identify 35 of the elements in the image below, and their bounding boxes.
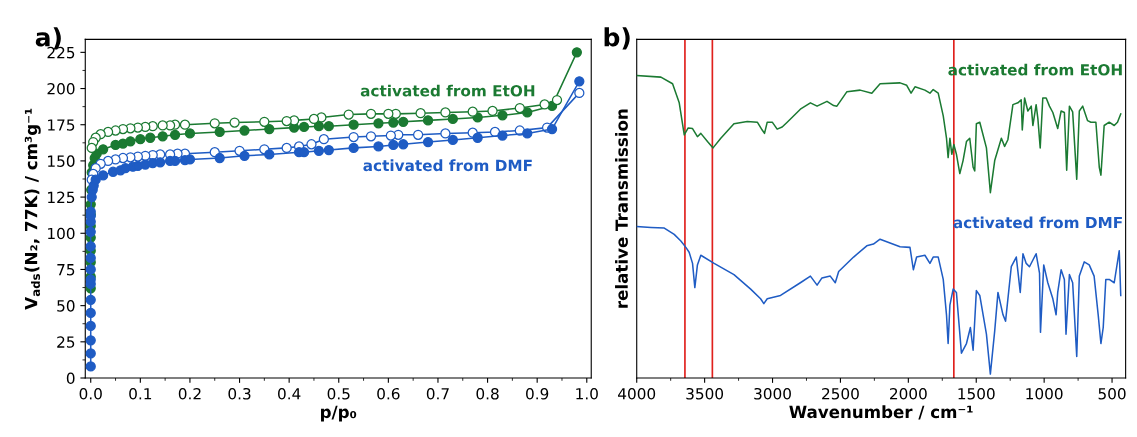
y-tick-label: 25 (57, 336, 75, 348)
y-tick-label: 100 (48, 227, 75, 240)
y-tick-label: 200 (47, 83, 75, 95)
x-tick-label: 4000 (618, 388, 656, 400)
x-axis-title: Wavenumber / cm⁻¹ (789, 405, 973, 420)
x-tick-label: 3000 (754, 388, 791, 400)
y-tick-label: 125 (48, 191, 75, 204)
x-tick-label: 2500 (822, 388, 859, 400)
x-tick-label: 2000 (890, 388, 927, 400)
y-tick-label: 150 (48, 155, 75, 167)
chart-title: b) (604, 27, 630, 50)
y-tick-label: 175 (48, 119, 75, 131)
x-tick-label: 0.8 (476, 388, 499, 400)
x-tick-label: 0.4 (278, 388, 301, 400)
x-tick-label: 500 (1098, 388, 1126, 400)
x-tick-label: 3500 (686, 388, 724, 400)
series-label: activated from DMF (363, 159, 532, 172)
x-tick-label: 0.6 (377, 388, 400, 400)
x-tick-label: 0.7 (426, 388, 449, 400)
x-tick-label: 0.0 (79, 388, 102, 400)
x-tick-label: 1.0 (576, 388, 598, 400)
y-tick-label: 0 (66, 372, 75, 385)
series-label: activated from EtOH (360, 84, 535, 97)
x-tick-label: 1500 (958, 388, 995, 400)
x-tick-label: 0.2 (178, 388, 201, 400)
x-tick-label: 1000 (1026, 388, 1063, 400)
x-tick-label: 0.1 (129, 388, 152, 400)
x-tick-label: 0.9 (526, 388, 549, 400)
y-tick-label: 50 (57, 300, 75, 312)
y-axis-title: relative Transmission (615, 109, 628, 308)
x-axis-title: p/p₀ (321, 405, 357, 422)
x-tick-label: 0.3 (228, 388, 251, 400)
y-axis-title: V$_{ads}$(N₂, 77K) / cm³g⁻¹ (24, 108, 41, 310)
x-tick-label: 0.5 (327, 388, 350, 400)
y-tick-label: 75 (57, 264, 75, 276)
